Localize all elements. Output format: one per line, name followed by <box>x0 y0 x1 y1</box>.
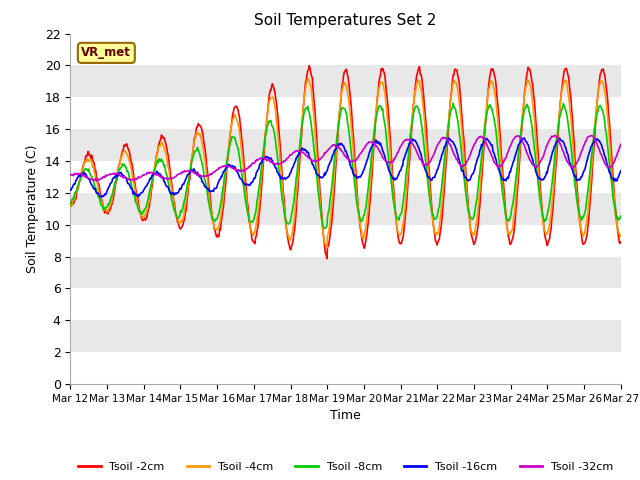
Bar <box>70 257 621 288</box>
Bar <box>70 352 621 384</box>
Text: VR_met: VR_met <box>81 47 131 60</box>
Bar <box>70 320 621 352</box>
Bar <box>70 129 621 161</box>
Bar <box>70 97 621 129</box>
Bar <box>70 288 621 320</box>
Bar <box>70 65 621 97</box>
X-axis label: Time: Time <box>330 409 361 422</box>
Legend: Tsoil -2cm, Tsoil -4cm, Tsoil -8cm, Tsoil -16cm, Tsoil -32cm: Tsoil -2cm, Tsoil -4cm, Tsoil -8cm, Tsoi… <box>74 457 618 477</box>
Bar <box>70 34 621 65</box>
Title: Soil Temperatures Set 2: Soil Temperatures Set 2 <box>255 13 436 28</box>
Bar <box>70 193 621 225</box>
Bar <box>70 161 621 193</box>
Y-axis label: Soil Temperature (C): Soil Temperature (C) <box>26 144 39 273</box>
Bar <box>70 225 621 257</box>
